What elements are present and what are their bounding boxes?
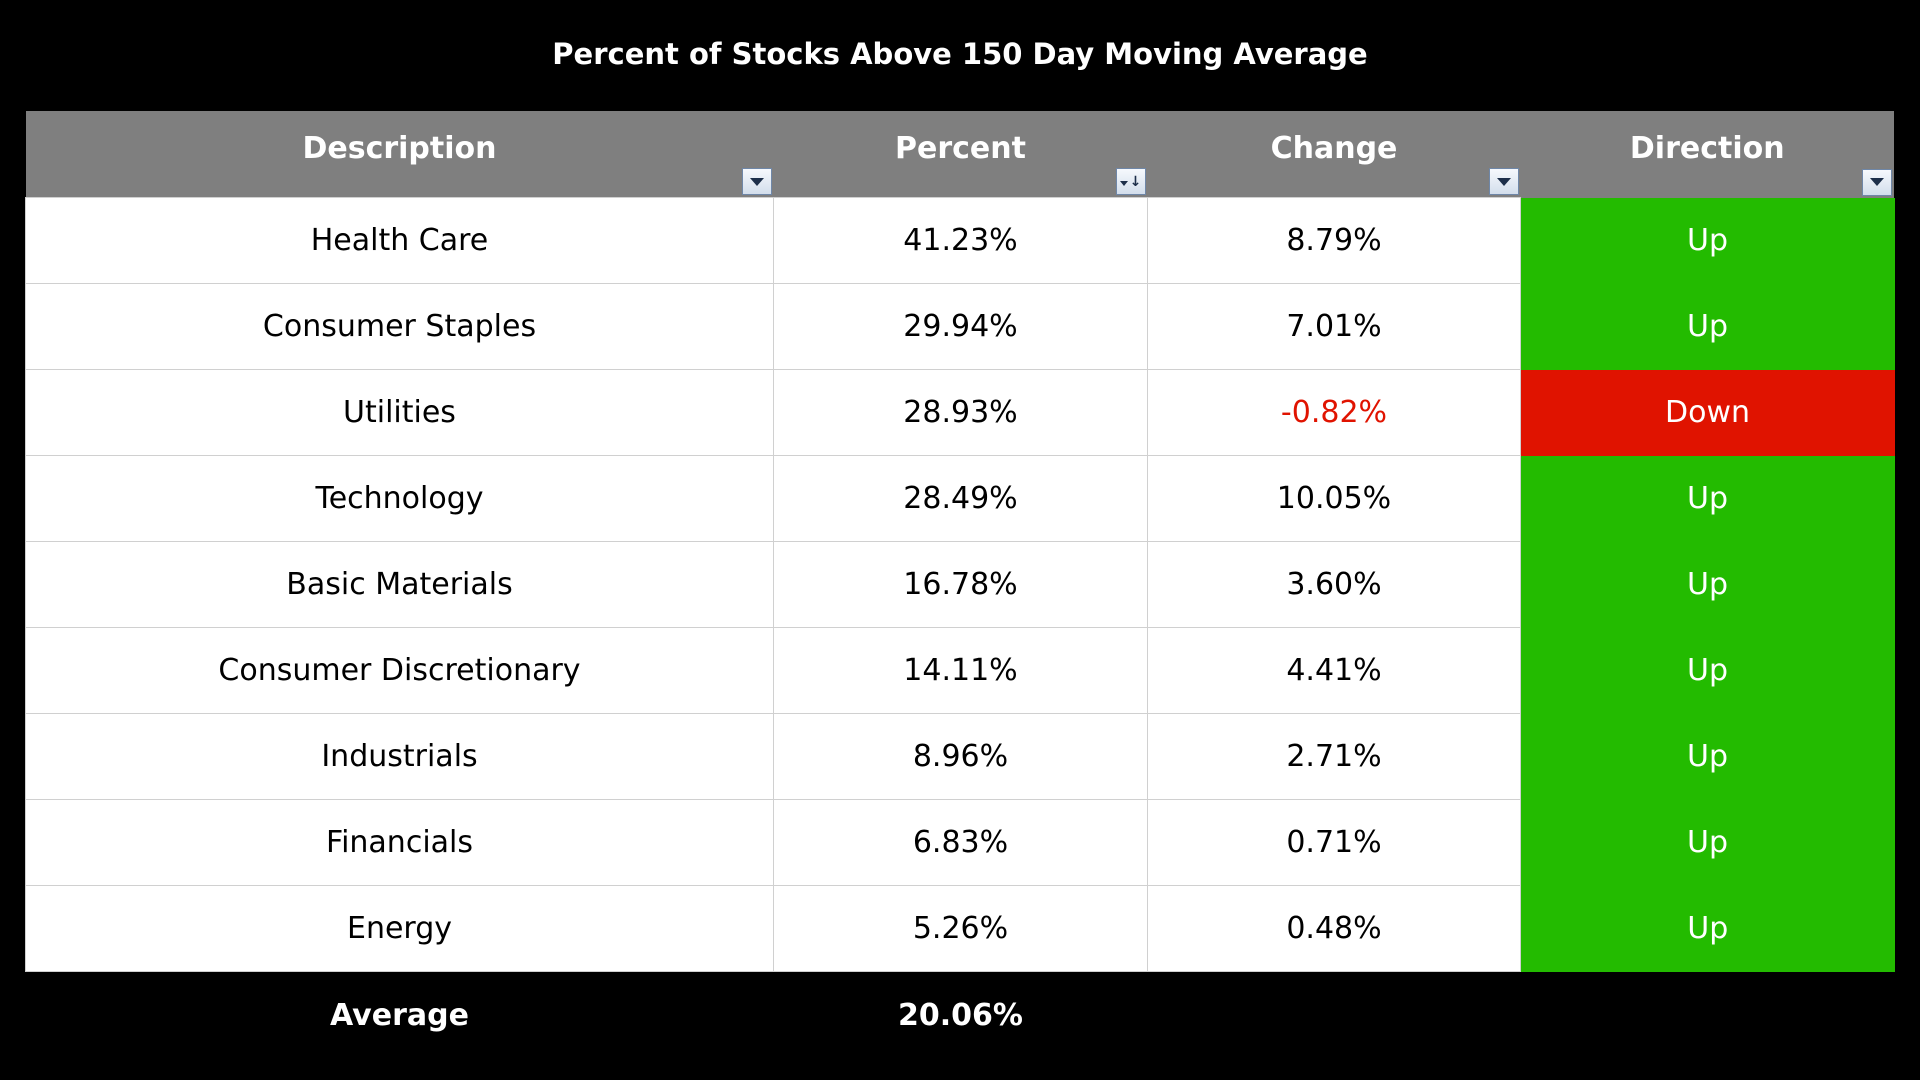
cell-description: Energy bbox=[25, 885, 774, 972]
cell-percent: 41.23% bbox=[773, 197, 1148, 284]
table-row: Technology 28.49% 10.05% Up bbox=[25, 455, 1895, 542]
table-row: Industrials 8.96% 2.71% Up bbox=[25, 713, 1895, 800]
cell-percent: 29.94% bbox=[773, 283, 1148, 370]
cell-direction: Up bbox=[1520, 455, 1895, 542]
header-row: Description Percent ↓ Change Direction bbox=[25, 111, 1895, 198]
cell-change: 4.41% bbox=[1147, 627, 1521, 714]
cell-direction: Down bbox=[1520, 369, 1895, 456]
cell-description: Consumer Staples bbox=[25, 283, 774, 370]
cell-percent: 6.83% bbox=[773, 799, 1148, 886]
filter-dropdown-icon[interactable] bbox=[741, 168, 772, 195]
cell-description: Basic Materials bbox=[25, 541, 774, 628]
cell-percent: 16.78% bbox=[773, 541, 1148, 628]
cell-direction: Up bbox=[1520, 283, 1895, 370]
table-row: Financials 6.83% 0.71% Up bbox=[25, 799, 1895, 886]
table-row: Energy 5.26% 0.48% Up bbox=[25, 885, 1895, 972]
column-header-description: Description bbox=[25, 111, 774, 198]
cell-description: Industrials bbox=[25, 713, 774, 800]
table-row: Basic Materials 16.78% 3.60% Up bbox=[25, 541, 1895, 628]
cell-direction: Up bbox=[1520, 541, 1895, 628]
table-row: Consumer Staples 29.94% 7.01% Up bbox=[25, 283, 1895, 370]
column-header-direction: Direction bbox=[1520, 111, 1895, 198]
sort-descending-filter-icon[interactable]: ↓ bbox=[1115, 168, 1146, 195]
cell-change: 3.60% bbox=[1147, 541, 1521, 628]
filter-dropdown-icon[interactable] bbox=[1862, 168, 1892, 196]
column-header-change: Change bbox=[1147, 111, 1521, 198]
cell-change: 0.48% bbox=[1147, 885, 1521, 972]
cell-direction: Up bbox=[1520, 197, 1895, 284]
cell-percent: 14.11% bbox=[773, 627, 1148, 714]
column-header-label: Percent bbox=[895, 130, 1026, 166]
column-header-percent: Percent ↓ bbox=[773, 111, 1148, 198]
average-change-empty bbox=[1147, 971, 1521, 1058]
cell-description: Technology bbox=[25, 455, 774, 542]
column-header-label: Direction bbox=[1629, 130, 1785, 166]
cell-description: Consumer Discretionary bbox=[25, 627, 774, 714]
column-header-label: Change bbox=[1270, 130, 1398, 166]
average-label: Average bbox=[25, 971, 774, 1058]
cell-percent: 5.26% bbox=[773, 885, 1148, 972]
chart-title: Percent of Stocks Above 150 Day Moving A… bbox=[552, 37, 1368, 71]
cell-change: 7.01% bbox=[1147, 283, 1521, 370]
data-table: Description Percent ↓ Change Direction H… bbox=[25, 111, 1895, 1058]
cell-direction: Up bbox=[1520, 799, 1895, 886]
cell-percent: 8.96% bbox=[773, 713, 1148, 800]
average-row: Average 20.06% bbox=[25, 971, 1895, 1058]
cell-change: 2.71% bbox=[1147, 713, 1521, 800]
table-body: Health Care 41.23% 8.79% Up Consumer Staples… bbox=[25, 197, 1895, 972]
cell-description: Financials bbox=[25, 799, 774, 886]
cell-direction: Up bbox=[1520, 713, 1895, 800]
cell-percent: 28.93% bbox=[773, 369, 1148, 456]
average-percent: 20.06% bbox=[773, 971, 1148, 1058]
cell-description: Health Care bbox=[25, 197, 774, 284]
table-row: Consumer Discretionary 14.11% 4.41% Up bbox=[25, 627, 1895, 714]
cell-direction: Up bbox=[1520, 885, 1895, 972]
cell-change: 0.71% bbox=[1147, 799, 1521, 886]
table-row: Health Care 41.23% 8.79% Up bbox=[25, 197, 1895, 284]
filter-dropdown-icon[interactable] bbox=[1488, 168, 1519, 195]
column-header-label: Description bbox=[302, 130, 497, 166]
cell-change: 8.79% bbox=[1147, 197, 1521, 284]
cell-direction: Up bbox=[1520, 627, 1895, 714]
cell-description: Utilities bbox=[25, 369, 774, 456]
table-row: Utilities 28.93% -0.82% Down bbox=[25, 369, 1895, 456]
average-direction-empty bbox=[1520, 971, 1895, 1058]
cell-change: 10.05% bbox=[1147, 455, 1521, 542]
cell-percent: 28.49% bbox=[773, 455, 1148, 542]
cell-change: -0.82% bbox=[1147, 369, 1521, 456]
